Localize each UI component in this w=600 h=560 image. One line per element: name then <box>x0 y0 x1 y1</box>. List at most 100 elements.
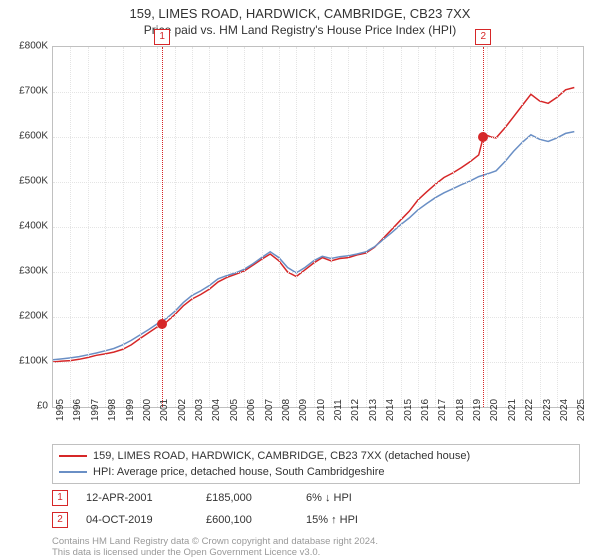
x-tick-label: 2008 <box>281 399 292 421</box>
gridline-v <box>227 47 228 407</box>
x-tick-label: 1998 <box>107 399 118 421</box>
x-tick-label: 2015 <box>403 399 414 421</box>
gridline-v <box>522 47 523 407</box>
sale-marker-badge: 2 <box>52 512 68 528</box>
chart-subtitle: Price paid vs. HM Land Registry's House … <box>0 21 600 41</box>
chart-container: 159, LIMES ROAD, HARDWICK, CAMBRIDGE, CB… <box>0 0 600 560</box>
x-tick-label: 2024 <box>559 399 570 421</box>
x-tick-label: 2017 <box>437 399 448 421</box>
sale-price: £185,000 <box>206 492 306 504</box>
sale-price: £600,100 <box>206 514 306 526</box>
gridline-v <box>209 47 210 407</box>
x-tick-label: 1995 <box>55 399 66 421</box>
x-tick-label: 1997 <box>90 399 101 421</box>
y-tick-label: £400K <box>4 221 48 232</box>
x-tick-label: 2009 <box>298 399 309 421</box>
gridline-v <box>175 47 176 407</box>
chart-title: 159, LIMES ROAD, HARDWICK, CAMBRIDGE, CB… <box>0 0 600 21</box>
gridline-h <box>53 362 583 363</box>
gridline-h <box>53 92 583 93</box>
gridline-v <box>470 47 471 407</box>
gridline-h <box>53 272 583 273</box>
y-tick-label: £0 <box>4 401 48 412</box>
gridline-v <box>314 47 315 407</box>
gridline-v <box>140 47 141 407</box>
legend-box: 159, LIMES ROAD, HARDWICK, CAMBRIDGE, CB… <box>52 444 580 484</box>
gridline-v <box>88 47 89 407</box>
gridline-v <box>123 47 124 407</box>
x-tick-label: 2023 <box>542 399 553 421</box>
x-tick-label: 2010 <box>316 399 327 421</box>
gridline-v <box>401 47 402 407</box>
gridline-v <box>192 47 193 407</box>
gridline-v <box>540 47 541 407</box>
gridline-v <box>70 47 71 407</box>
footer-line: Contains HM Land Registry data © Crown c… <box>52 536 378 547</box>
y-tick-label: £800K <box>4 41 48 52</box>
sale-marker-badge: 1 <box>52 490 68 506</box>
legend-swatch <box>59 471 87 473</box>
marker-badge: 1 <box>154 29 170 45</box>
x-tick-label: 2022 <box>524 399 535 421</box>
x-tick-label: 2013 <box>368 399 379 421</box>
marker-line <box>162 47 163 407</box>
sale-date: 12-APR-2001 <box>86 492 206 504</box>
x-tick-label: 2007 <box>264 399 275 421</box>
gridline-v <box>366 47 367 407</box>
gridline-v <box>453 47 454 407</box>
gridline-v <box>557 47 558 407</box>
x-tick-label: 2002 <box>177 399 188 421</box>
sale-diff: 15% ↑ HPI <box>306 514 358 526</box>
legend-item: 159, LIMES ROAD, HARDWICK, CAMBRIDGE, CB… <box>59 448 573 464</box>
x-tick-label: 2000 <box>142 399 153 421</box>
marker-dot <box>157 319 167 329</box>
y-tick-label: £300K <box>4 266 48 277</box>
x-tick-label: 2005 <box>229 399 240 421</box>
x-tick-label: 1996 <box>72 399 83 421</box>
footer-line: This data is licensed under the Open Gov… <box>52 547 378 558</box>
y-tick-label: £600K <box>4 131 48 142</box>
footer-text: Contains HM Land Registry data © Crown c… <box>52 536 378 559</box>
gridline-h <box>53 227 583 228</box>
x-tick-label: 2020 <box>489 399 500 421</box>
x-tick-label: 2006 <box>246 399 257 421</box>
x-tick-label: 2016 <box>420 399 431 421</box>
gridline-h <box>53 317 583 318</box>
gridline-v <box>244 47 245 407</box>
sale-diff: 6% ↓ HPI <box>306 492 352 504</box>
legend-item: HPI: Average price, detached house, Sout… <box>59 464 573 480</box>
gridline-h <box>53 137 583 138</box>
gridline-v <box>487 47 488 407</box>
gridline-v <box>435 47 436 407</box>
gridline-v <box>331 47 332 407</box>
x-tick-label: 2004 <box>211 399 222 421</box>
legend-label: 159, LIMES ROAD, HARDWICK, CAMBRIDGE, CB… <box>93 450 470 462</box>
x-tick-label: 2021 <box>507 399 518 421</box>
marker-dot <box>478 132 488 142</box>
x-tick-label: 2012 <box>350 399 361 421</box>
sale-row: 2 04-OCT-2019 £600,100 15% ↑ HPI <box>52 512 580 528</box>
x-tick-label: 2014 <box>385 399 396 421</box>
gridline-v <box>262 47 263 407</box>
x-tick-label: 2003 <box>194 399 205 421</box>
x-tick-label: 2025 <box>576 399 587 421</box>
gridline-v <box>418 47 419 407</box>
gridline-v <box>279 47 280 407</box>
legend-swatch <box>59 455 87 457</box>
x-tick-label: 2018 <box>455 399 466 421</box>
y-tick-label: £500K <box>4 176 48 187</box>
x-tick-label: 2011 <box>333 399 344 421</box>
gridline-v <box>296 47 297 407</box>
marker-line <box>483 47 484 407</box>
x-tick-label: 2019 <box>472 399 483 421</box>
y-tick-label: £700K <box>4 86 48 97</box>
gridline-v <box>105 47 106 407</box>
gridline-v <box>157 47 158 407</box>
y-tick-label: £100K <box>4 356 48 367</box>
x-tick-label: 2001 <box>159 399 170 421</box>
gridline-v <box>505 47 506 407</box>
gridline-v <box>348 47 349 407</box>
sale-row: 1 12-APR-2001 £185,000 6% ↓ HPI <box>52 490 580 506</box>
x-tick-label: 1999 <box>125 399 136 421</box>
plot-area: 12 <box>52 46 584 408</box>
